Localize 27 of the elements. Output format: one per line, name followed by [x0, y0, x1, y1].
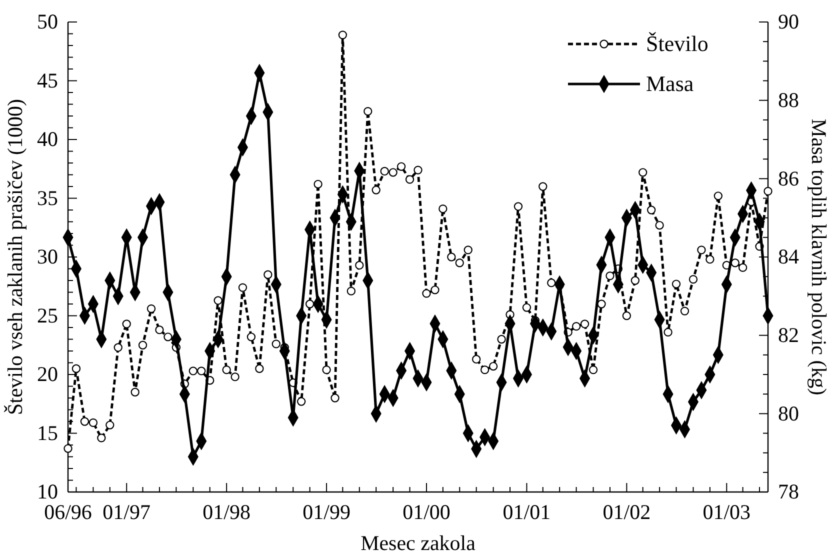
x-tick-label: 01/97 [102, 500, 151, 524]
y-tick-label: 50 [37, 10, 58, 34]
x-tick-label: 01/99 [302, 500, 350, 524]
y2-tick-label: 90 [778, 10, 799, 34]
y2-axis-title: Masa toplih klavnih polovic (kg) [807, 118, 831, 396]
x-tick-label: 01/00 [402, 500, 450, 524]
x-tick-label: 01/01 [502, 500, 551, 524]
y-axis-title: Število vseh zaklanih prašičev (1000) [3, 98, 27, 416]
y2-tick-label: 80 [778, 401, 799, 426]
y-tick-label: 15 [37, 420, 58, 445]
y-tick-label: 35 [37, 186, 58, 210]
y-tick-label: 45 [37, 68, 58, 92]
x-tick-label: 01/02 [602, 500, 651, 524]
y2-tick-label: 78 [778, 480, 799, 504]
y2-tick-label: 86 [778, 166, 799, 190]
legend-label: Masa [646, 71, 694, 96]
x-tick-label: 01/03 [702, 500, 751, 524]
y2-tick-label: 84 [778, 244, 800, 269]
y2-tick-label: 88 [778, 88, 799, 112]
y-tick-label: 20 [37, 362, 58, 386]
x-axis-title: Mesec zakola [360, 531, 476, 555]
y-tick-label: 40 [37, 127, 58, 152]
y2-tick-label: 82 [778, 323, 799, 348]
y-tick-label: 25 [37, 303, 58, 328]
y-tick-label: 30 [37, 244, 58, 269]
legend-label: Število [646, 31, 708, 56]
x-tick-label: 01/98 [202, 500, 250, 524]
